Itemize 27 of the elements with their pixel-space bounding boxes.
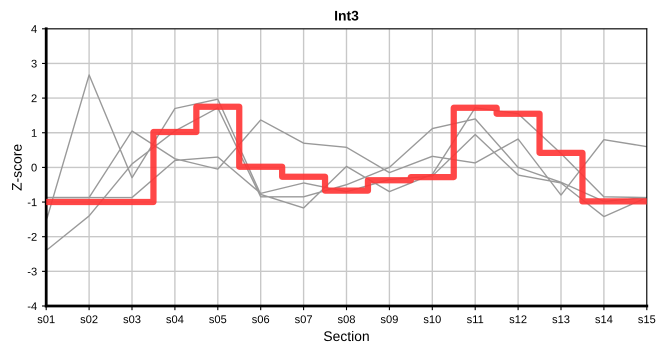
x-tick-label: s05 xyxy=(209,315,226,324)
x-tick-label: s14 xyxy=(595,315,613,324)
chart-title: Int3 xyxy=(335,10,358,21)
y-tick-label: 0 xyxy=(31,164,37,172)
y-tick-label: -4 xyxy=(28,302,37,310)
x-tick-label: s01 xyxy=(38,315,55,324)
x-tick-label: s04 xyxy=(166,315,184,324)
x-tick-label: s02 xyxy=(80,315,98,324)
x-tick-label: s13 xyxy=(552,315,570,324)
y-axis-title: Z-score xyxy=(12,144,22,190)
y-tick-label: 1 xyxy=(32,129,37,137)
x-tick-label: s09 xyxy=(380,315,398,324)
x-tick-label: s10 xyxy=(424,315,441,324)
x-tick-label: s12 xyxy=(509,315,526,324)
x-axis-title: Section xyxy=(324,330,369,342)
x-tick-label: s15 xyxy=(638,315,656,324)
x-tick-label: s07 xyxy=(294,315,312,324)
x-tick-label: s06 xyxy=(252,315,270,324)
y-tick-label: -2 xyxy=(28,232,37,241)
y-tick-label: 3 xyxy=(31,60,37,68)
y-tick-label: 4 xyxy=(31,25,37,33)
x-tick-label: s11 xyxy=(466,315,484,324)
x-tick-label: s08 xyxy=(338,315,355,324)
y-tick-label: -1 xyxy=(28,198,37,206)
x-tick-label: s03 xyxy=(123,315,140,324)
y-tick-label: -3 xyxy=(28,268,37,276)
y-tick-label: 2 xyxy=(32,94,37,102)
